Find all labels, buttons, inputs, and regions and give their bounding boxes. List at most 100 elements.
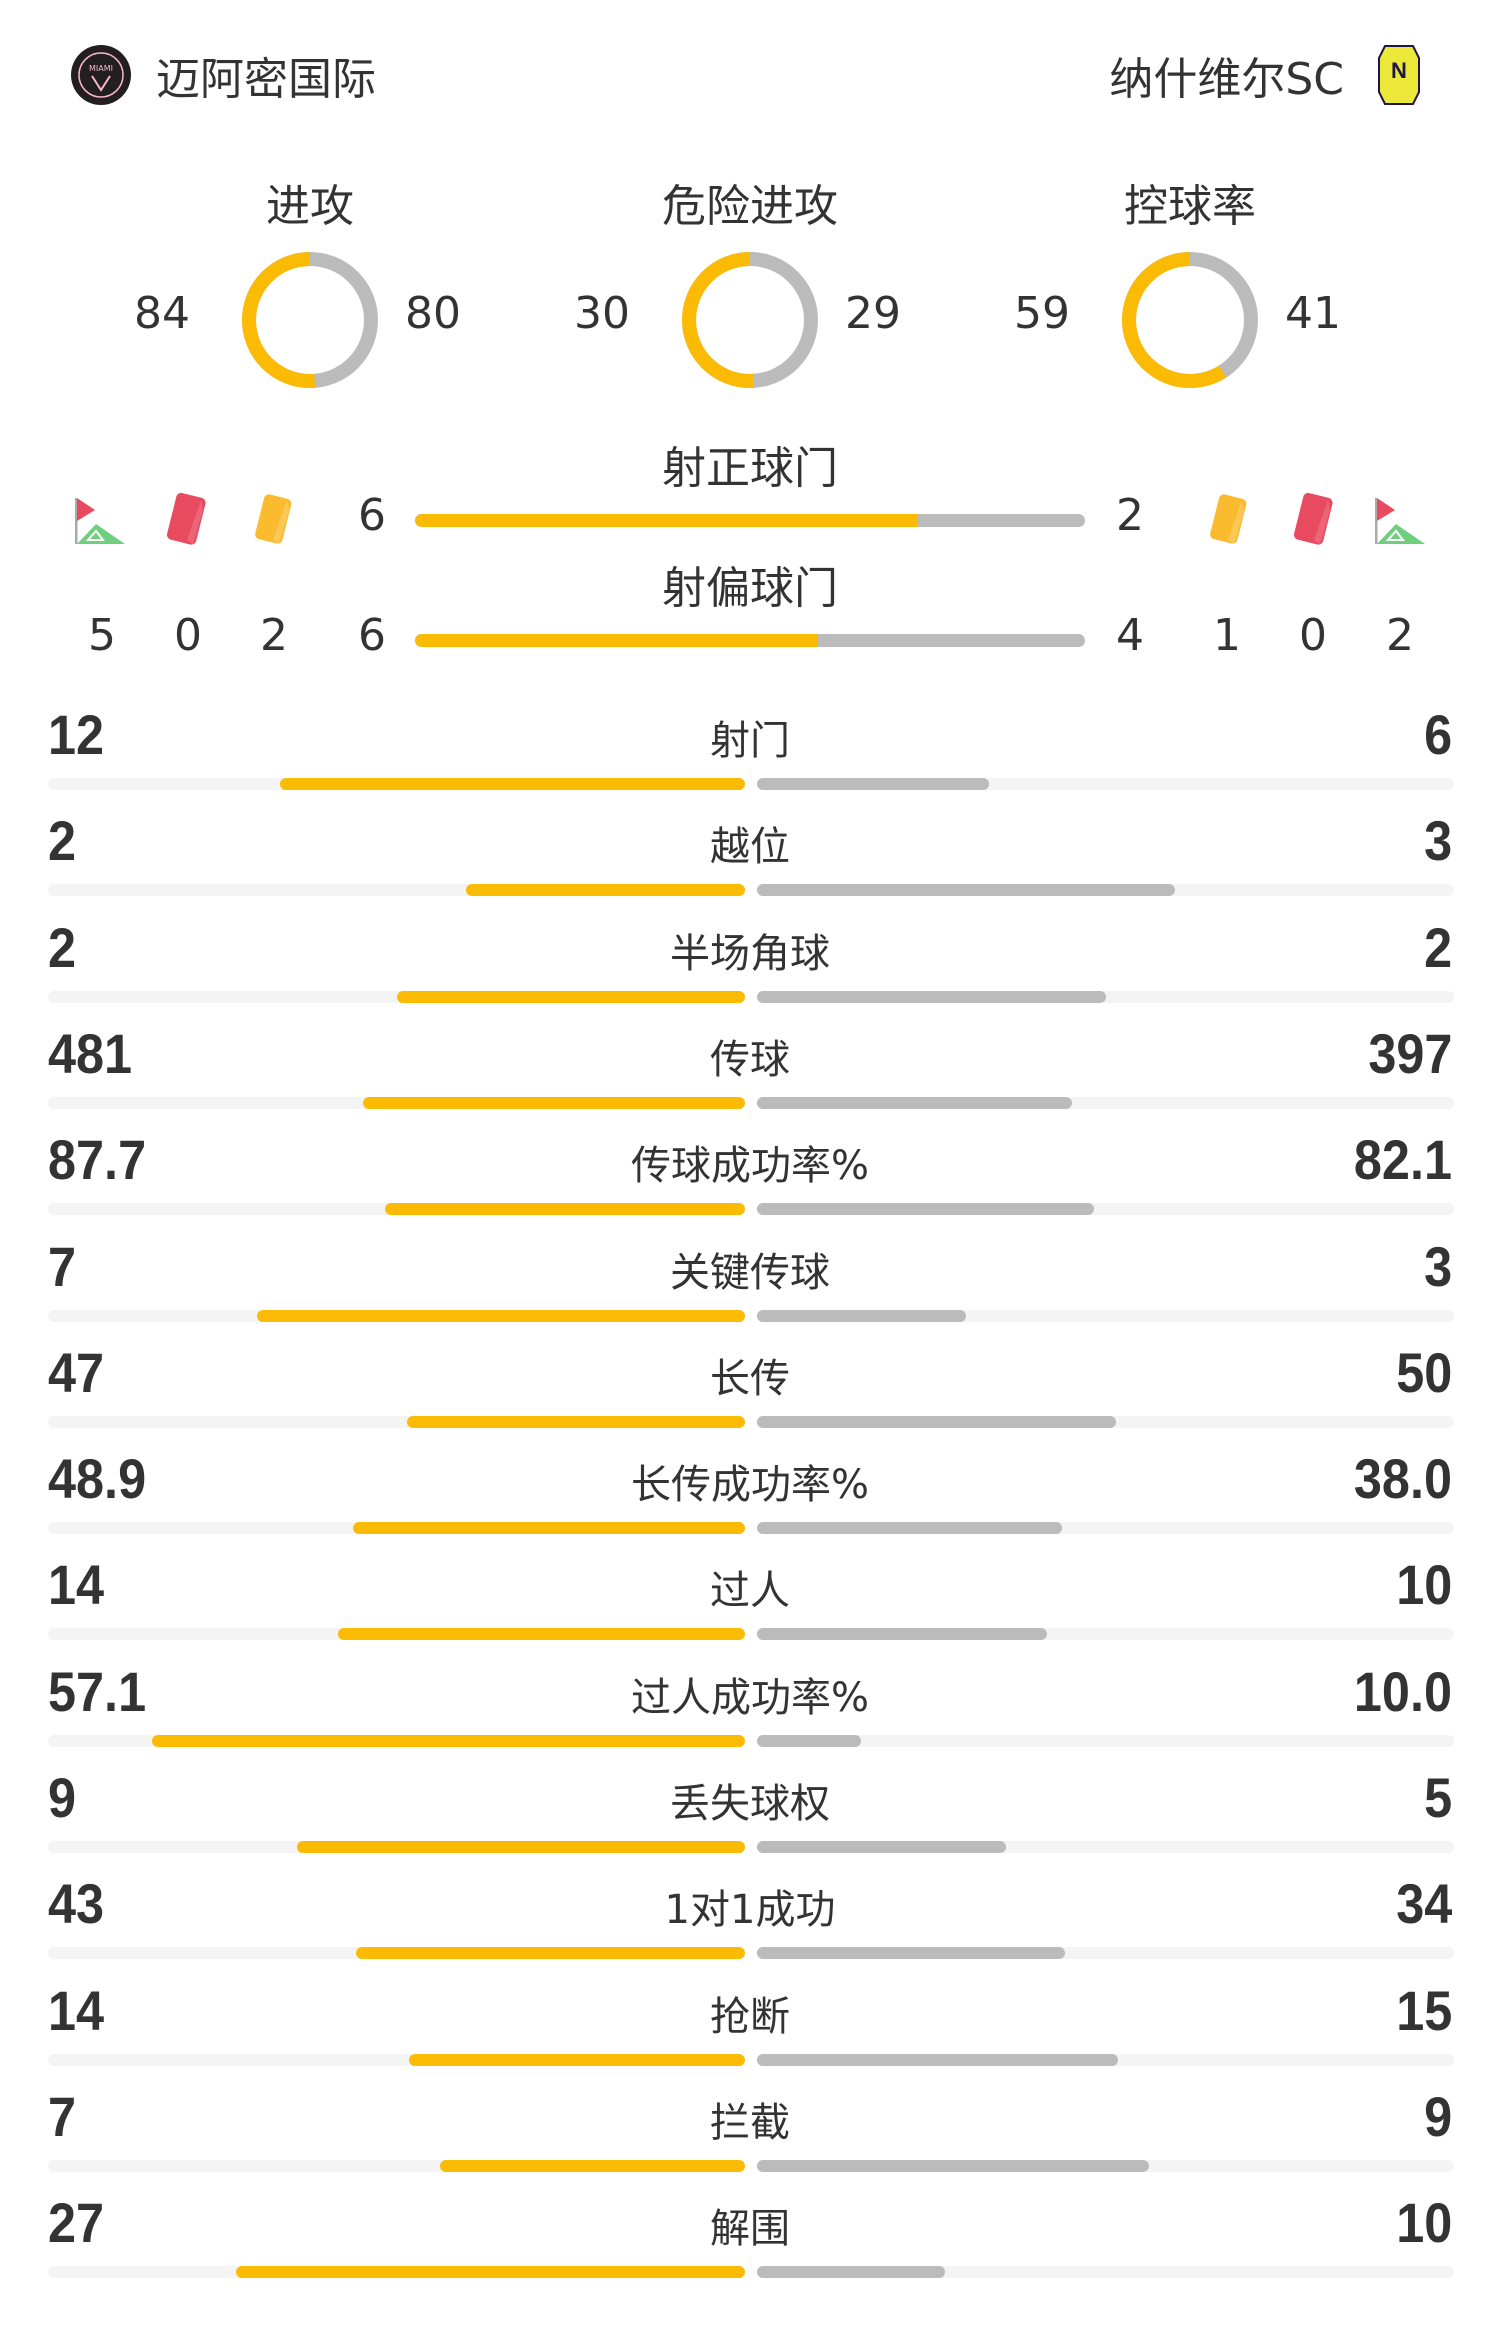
stat-home-value: 2 bbox=[48, 915, 77, 979]
stat-row: 2 半场角球 2 bbox=[0, 916, 1500, 1025]
stat-row: 87.7 传球成功率% 82.1 bbox=[0, 1128, 1500, 1237]
stat-row: 12 射门 6 bbox=[0, 703, 1500, 812]
stat-away-value: 6 bbox=[1423, 703, 1452, 766]
stat-row: 47 长传 50 bbox=[0, 1341, 1500, 1450]
stat-away-bar bbox=[757, 1522, 1062, 1535]
home-corners: 5 bbox=[88, 610, 116, 661]
stat-row: 481 传球 397 bbox=[0, 1022, 1500, 1131]
stat-away-value: 10 bbox=[1395, 2191, 1452, 2255]
stat-home-bar bbox=[396, 990, 745, 1003]
stat-away-bar bbox=[757, 1841, 1006, 1853]
stat-label: 1对1成功 bbox=[664, 1887, 836, 1934]
stat-away-track bbox=[757, 1734, 1454, 1747]
stat-home-bar bbox=[408, 2053, 745, 2066]
home-red-cards: 0 bbox=[174, 610, 202, 661]
ring-chart bbox=[682, 252, 818, 388]
stat-away-value: 34 bbox=[1395, 1872, 1452, 1936]
stat-home-bar bbox=[257, 1309, 745, 1322]
stat-row: 7 拦截 9 bbox=[0, 2085, 1500, 2194]
stat-home-bar bbox=[280, 778, 745, 790]
stat-row: 27 解围 10 bbox=[0, 2191, 1500, 2300]
away-corners: 2 bbox=[1386, 610, 1414, 661]
nashville-sc-logo: N bbox=[1368, 44, 1430, 106]
stat-away-value: 3 bbox=[1423, 809, 1452, 873]
away-red-cards: 0 bbox=[1299, 610, 1327, 661]
stat-row: 14 过人 10 bbox=[0, 1553, 1500, 1662]
on-target-home-fill bbox=[415, 514, 918, 527]
stat-row: 57.1 过人成功率% 10.0 bbox=[0, 1660, 1500, 1769]
stat-home-value: 7 bbox=[48, 1234, 77, 1298]
stat-away-bar bbox=[757, 2053, 1118, 2066]
stat-away-bar bbox=[757, 990, 1106, 1003]
stat-row: 9 丢失球权 5 bbox=[0, 1766, 1500, 1875]
stat-label: 抢断 bbox=[710, 1993, 790, 2040]
off-target-label: 射偏球门 bbox=[662, 563, 838, 614]
stat-home-bar bbox=[440, 2159, 745, 2172]
stat-label: 半场角球 bbox=[670, 930, 830, 977]
stat-label: 解围 bbox=[710, 2206, 790, 2253]
red-card-icon bbox=[157, 490, 217, 550]
stat-home-value: 12 bbox=[48, 703, 105, 766]
stat-away-value: 9 bbox=[1423, 2084, 1452, 2148]
ring-title: 危险进攻 bbox=[662, 181, 838, 232]
stat-away-value: 15 bbox=[1395, 1978, 1452, 2042]
stat-away-bar bbox=[757, 1096, 1073, 1109]
home-off-target: 6 bbox=[358, 610, 386, 661]
stat-label: 拦截 bbox=[710, 2099, 790, 2146]
stat-label: 射门 bbox=[710, 718, 790, 764]
stat-away-value: 38.0 bbox=[1353, 1447, 1452, 1511]
stat-home-bar bbox=[466, 884, 745, 897]
stat-away-bar bbox=[757, 884, 1176, 897]
ring-chart bbox=[1122, 252, 1258, 388]
stat-home-bar bbox=[363, 1096, 745, 1109]
home-team-name: 迈阿密国际 bbox=[156, 54, 376, 105]
stat-home-value: 14 bbox=[48, 1553, 105, 1617]
svg-text:N: N bbox=[1391, 58, 1407, 83]
stat-away-value: 10.0 bbox=[1353, 1659, 1452, 1723]
ring-title: 进攻 bbox=[266, 181, 354, 232]
stat-home-value: 27 bbox=[48, 2191, 105, 2255]
off-target-bar bbox=[415, 634, 1085, 647]
stat-home-bar bbox=[385, 1203, 745, 1216]
stat-home-bar bbox=[338, 1628, 745, 1641]
stat-away-value: 397 bbox=[1367, 1021, 1452, 1085]
stat-home-value: 9 bbox=[48, 1766, 77, 1829]
stat-label: 过人成功率% bbox=[630, 1674, 869, 1721]
stat-home-bar bbox=[355, 1947, 745, 1960]
stat-home-bar bbox=[151, 1734, 745, 1747]
home-team: MIAMI 迈阿密国际 bbox=[70, 45, 376, 105]
stat-label: 过人 bbox=[710, 1568, 790, 1615]
ring-away-value: 29 bbox=[845, 288, 901, 339]
stat-away-value: 2 bbox=[1423, 915, 1452, 979]
stat-away-bar bbox=[757, 1734, 861, 1747]
stat-home-value: 87.7 bbox=[48, 1128, 147, 1192]
stat-row: 43 1对1成功 34 bbox=[0, 1872, 1500, 1981]
stat-away-value: 3 bbox=[1423, 1234, 1452, 1298]
on-target-label: 射正球门 bbox=[662, 443, 838, 494]
stat-home-bar bbox=[296, 1841, 745, 1853]
ring-home-arc bbox=[682, 252, 818, 388]
stat-label: 关键传球 bbox=[670, 1249, 830, 1296]
corner-flag-icon bbox=[1370, 490, 1430, 550]
ring-away-value: 41 bbox=[1285, 288, 1341, 339]
away-yellow-cards: 1 bbox=[1213, 610, 1241, 661]
stat-label: 传球成功率% bbox=[630, 1143, 869, 1190]
stat-label: 丢失球权 bbox=[670, 1781, 830, 1827]
away-team-name: 纳什维尔SC bbox=[1109, 54, 1344, 105]
away-on-target: 2 bbox=[1116, 490, 1144, 541]
corner-flag-icon bbox=[70, 490, 130, 550]
home-on-target: 6 bbox=[358, 490, 386, 541]
stat-label: 长传 bbox=[710, 1355, 790, 1402]
stat-home-value: 2 bbox=[48, 809, 77, 873]
stat-away-value: 5 bbox=[1423, 1766, 1452, 1829]
stat-row: 7 关键传球 3 bbox=[0, 1235, 1500, 1344]
stat-away-bar bbox=[757, 1947, 1065, 1960]
away-off-target: 4 bbox=[1116, 610, 1144, 661]
stat-home-value: 48.9 bbox=[48, 1447, 147, 1511]
home-yellow-cards: 2 bbox=[260, 610, 288, 661]
ring-home-arc bbox=[242, 252, 378, 388]
stat-label: 传球 bbox=[710, 1036, 790, 1083]
stat-away-bar bbox=[757, 1309, 967, 1322]
stat-label: 长传成功率% bbox=[630, 1462, 869, 1509]
stat-home-bar bbox=[352, 1522, 745, 1535]
